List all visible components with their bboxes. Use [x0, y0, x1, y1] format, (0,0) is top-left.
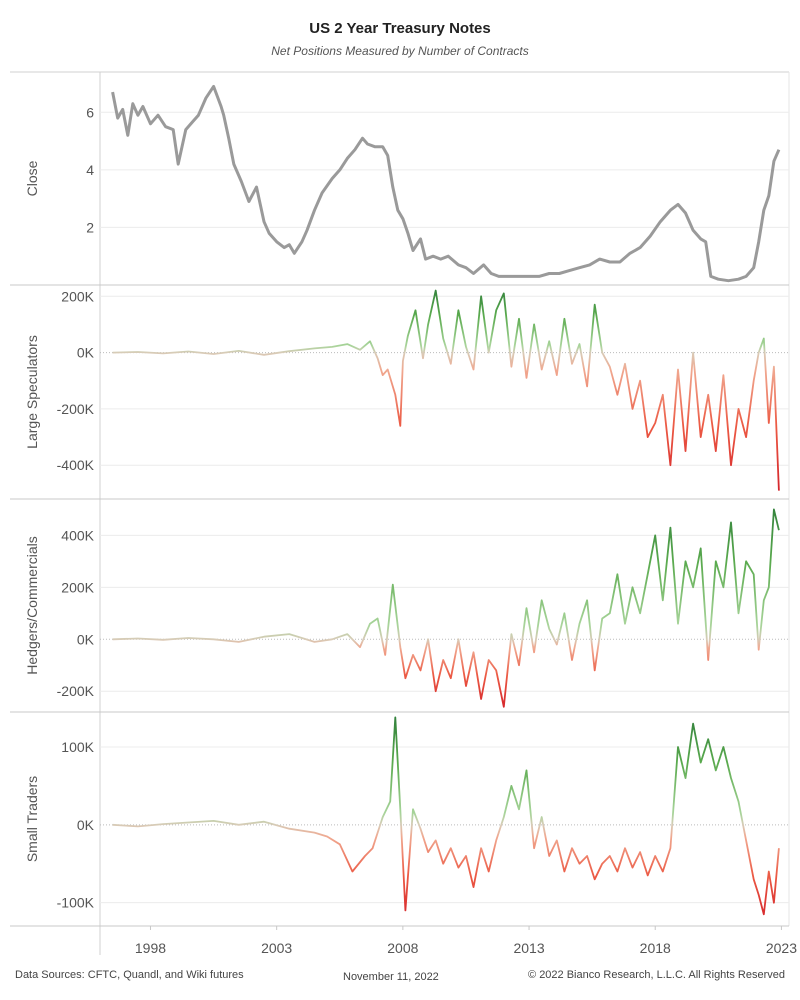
large-speculators-ytick-label: 0K [77, 345, 95, 361]
copyright-note: © 2022 Bianco Research, L.L.C. All Right… [528, 969, 785, 981]
x-tick-label: 2023 [766, 940, 797, 956]
x-tick-label: 1998 [135, 940, 166, 956]
close-axis-title: Close [24, 160, 40, 196]
chart-canvas: 2 4 6 Close 200K 0K -200K -400K Large Speculator… [10, 71, 797, 956]
hedgers-commercials-axis-title: Hedgers/Commercials [24, 536, 40, 674]
x-tick-label: 2013 [513, 940, 544, 956]
hedgers-commercials-ytick-label: 0K [77, 631, 95, 647]
large-speculators-series-line [112, 289, 780, 491]
large-speculators-ytick-label: -400K [57, 457, 95, 473]
small-traders-series-line [112, 716, 780, 916]
small-traders-axis-title: Small Traders [24, 776, 40, 862]
report-date: November 11, 2022 [343, 971, 439, 983]
close-ytick-label: 4 [86, 162, 94, 178]
small-traders-ytick-label: 100K [61, 739, 94, 755]
hedgers-commercials-ytick-label: 200K [61, 579, 94, 595]
large-speculators-ytick-label: -200K [57, 401, 95, 417]
small-traders-ytick-label: -100K [57, 895, 95, 911]
large-speculators-axis-title: Large Speculators [24, 335, 40, 449]
close-series-line [111, 84, 781, 283]
hedgers-commercials-ytick-label: -200K [57, 683, 95, 699]
hedgers-commercials-ytick-label: 400K [61, 527, 94, 543]
close-ytick-label: 2 [86, 219, 94, 235]
x-tick-label: 2018 [640, 940, 671, 956]
x-tick-label: 2003 [261, 940, 292, 956]
chart-subtitle: Net Positions Measured by Number of Cont… [271, 44, 529, 58]
large-speculators-ytick-label: 200K [61, 288, 94, 304]
x-tick-label: 2008 [387, 940, 418, 956]
hedgers-commercials-series-line [112, 508, 780, 708]
small-traders-ytick-label: 0K [77, 817, 95, 833]
close-ytick-label: 6 [86, 104, 94, 120]
data-sources-note: Data Sources: CFTC, Quandl, and Wiki fut… [15, 969, 244, 981]
chart-title: US 2 Year Treasury Notes [309, 20, 491, 37]
